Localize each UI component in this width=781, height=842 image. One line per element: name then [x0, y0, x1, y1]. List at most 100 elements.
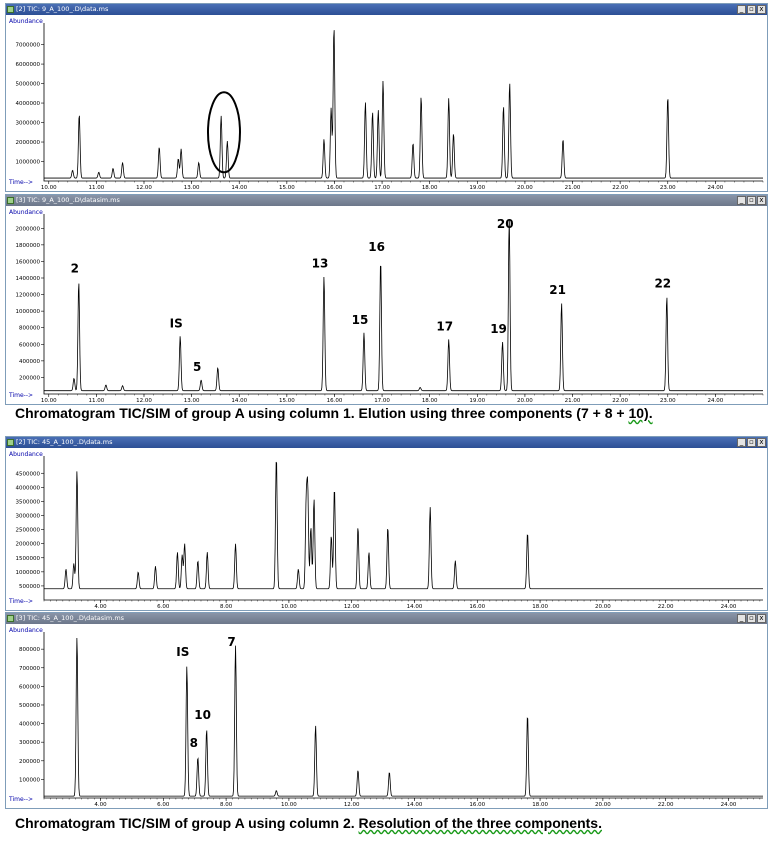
window-titlebar[interactable]: [3] TIC: 9_A_100_.D\datasim.ms _ ▫ x [6, 195, 767, 206]
x-tick-label: 8.00 [220, 604, 233, 610]
y-tick-label: 4500000 [16, 471, 41, 477]
x-tick-label: 16.00 [327, 398, 343, 404]
peak-label: 7 [227, 635, 235, 649]
x-tick-label: 21.00 [565, 398, 581, 404]
peak-label: 22 [654, 277, 671, 291]
y-tick-label: 1000000 [16, 570, 41, 576]
x-tick-label: 17.00 [374, 185, 390, 191]
minimize-icon[interactable]: _ [737, 5, 746, 14]
y-tick-label: 600000 [19, 342, 40, 348]
caption-text: Chromatogram TIC/SIM of group A using co… [15, 815, 359, 831]
window-titlebar[interactable]: [2] TIC: 9_A_100_.D\data.ms _ ▫ x [6, 4, 767, 15]
sim-chromatogram-plot: Abundance Time--> 200000 400000 600000 800000… [8, 209, 764, 404]
minimize-icon[interactable]: _ [737, 614, 746, 623]
y-tick-label: 1400000 [16, 276, 41, 282]
x-axis-label: Time--> [8, 796, 33, 803]
y-tick-label: 500000 [19, 584, 40, 590]
y-tick-label: 2000000 [16, 140, 41, 146]
peak-label: 16 [368, 240, 385, 254]
sim-chromatogram-plot: Abundance Time--> 100000 200000 300000 400000… [8, 627, 763, 808]
close-icon[interactable]: x [757, 614, 766, 623]
x-axis-label: Time--> [8, 598, 33, 605]
peak-label: 10 [194, 708, 211, 722]
highlight-ellipse [206, 91, 241, 174]
x-tick-label: 22.00 [658, 604, 674, 610]
y-tick-label: 200000 [19, 759, 40, 765]
x-tick-label: 16.00 [327, 185, 343, 191]
chromatogram-window-3[interactable]: [2] TIC: 45_A_100_.D\data.ms _ ▫ x Abundan… [5, 436, 768, 611]
x-tick-label: 22.00 [658, 802, 674, 808]
close-icon[interactable]: x [757, 438, 766, 447]
y-tick-label: 700000 [19, 666, 40, 672]
y-axis-label: Abundance [9, 209, 43, 216]
peak-label: 17 [436, 320, 453, 334]
x-tick-label: 13.00 [184, 398, 200, 404]
x-tick-label: 20.00 [595, 604, 611, 610]
y-tick-label: 600000 [19, 684, 40, 690]
y-tick-label: 1200000 [16, 293, 41, 299]
peak-label: 20 [497, 217, 514, 231]
x-tick-label: 17.00 [374, 398, 390, 404]
axis-lines [43, 23, 763, 182]
peak-label: IS [176, 645, 189, 659]
axis-lines [43, 632, 763, 799]
x-tick-label: 6.00 [157, 604, 170, 610]
y-axis-label: Abundance [9, 627, 43, 634]
minimize-icon[interactable]: _ [737, 196, 746, 205]
y-axis-label: Abundance [9, 18, 43, 25]
x-tick-label: 18.00 [532, 604, 548, 610]
peak-label: 21 [549, 283, 566, 297]
figure-2-caption: Chromatogram TIC/SIM of group A using co… [15, 815, 602, 831]
y-tick-label: 3500000 [16, 499, 41, 505]
x-tick-label: 23.00 [660, 398, 676, 404]
chromatogram-trace [44, 219, 763, 392]
x-tick-label: 13.00 [184, 185, 200, 191]
restore-icon[interactable]: ▫ [747, 438, 756, 447]
x-tick-label: 8.00 [220, 802, 233, 808]
y-tick-label: 1500000 [16, 556, 41, 562]
x-axis-label: Time--> [8, 179, 33, 186]
chromatogram-trace [44, 461, 763, 590]
window-titlebar[interactable]: [2] TIC: 45_A_100_.D\data.ms _ ▫ x [6, 437, 767, 448]
minimize-icon[interactable]: _ [737, 438, 746, 447]
x-tick-label: 12.00 [344, 604, 360, 610]
chromatogram-window-1[interactable]: [2] TIC: 9_A_100_.D\data.ms _ ▫ x Abundanc… [5, 3, 768, 192]
close-icon[interactable]: x [757, 5, 766, 14]
y-tick-label: 400000 [19, 722, 40, 728]
figure-1-caption: Chromatogram TIC/SIM of group A using co… [15, 405, 653, 421]
y-tick-label: 100000 [19, 777, 40, 783]
restore-icon[interactable]: ▫ [747, 196, 756, 205]
x-tick-label: 11.00 [89, 398, 105, 404]
x-tick-label: 20.00 [517, 398, 533, 404]
peak-label: 19 [490, 322, 507, 336]
axis-lines [43, 456, 763, 601]
x-tick-label: 14.00 [407, 604, 423, 610]
restore-icon[interactable]: ▫ [747, 614, 756, 623]
data-file-icon [7, 439, 14, 446]
x-tick-label: 4.00 [94, 604, 107, 610]
peak-label: 15 [352, 313, 369, 327]
x-tick-label: 15.00 [279, 185, 295, 191]
y-axis-label: Abundance [9, 451, 43, 458]
y-tick-label: 3000000 [16, 514, 41, 520]
y-tick-label: 6000000 [16, 62, 41, 68]
chromatogram-trace [44, 637, 763, 797]
peak-label: 13 [312, 257, 329, 271]
peak-label: 2 [71, 262, 79, 276]
x-tick-label: 22.00 [612, 398, 628, 404]
x-tick-label: 16.00 [469, 604, 485, 610]
x-tick-label: 18.00 [532, 802, 548, 808]
restore-icon[interactable]: ▫ [747, 5, 756, 14]
y-tick-label: 5000000 [16, 82, 41, 88]
y-tick-label: 1600000 [16, 259, 41, 265]
chromatogram-window-2[interactable]: [3] TIC: 9_A_100_.D\datasim.ms _ ▫ x Abund… [5, 194, 768, 405]
x-tick-label: 23.00 [660, 185, 676, 191]
x-tick-label: 6.00 [157, 802, 170, 808]
y-tick-label: 1000000 [16, 160, 41, 166]
window-titlebar[interactable]: [3] TIC: 45_A_100_.D\datasim.ms _ ▫ x [6, 613, 767, 624]
x-tick-label: 24.00 [708, 398, 724, 404]
caption-text-end: Resolution of the three components. [358, 815, 602, 831]
x-axis-label: Time--> [8, 392, 33, 399]
close-icon[interactable]: x [757, 196, 766, 205]
chromatogram-window-4[interactable]: [3] TIC: 45_A_100_.D\datasim.ms _ ▫ x Abun… [5, 612, 768, 809]
